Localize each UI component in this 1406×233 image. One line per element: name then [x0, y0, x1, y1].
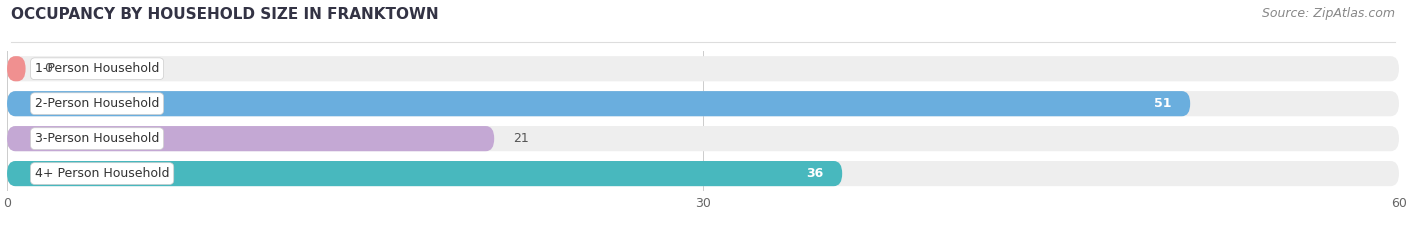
FancyBboxPatch shape: [7, 56, 25, 81]
FancyBboxPatch shape: [7, 56, 1399, 81]
Text: OCCUPANCY BY HOUSEHOLD SIZE IN FRANKTOWN: OCCUPANCY BY HOUSEHOLD SIZE IN FRANKTOWN: [11, 7, 439, 22]
FancyBboxPatch shape: [7, 91, 1399, 116]
FancyBboxPatch shape: [7, 126, 1399, 151]
Text: 0: 0: [44, 62, 52, 75]
FancyBboxPatch shape: [7, 91, 1191, 116]
FancyBboxPatch shape: [7, 161, 842, 186]
FancyBboxPatch shape: [7, 161, 1399, 186]
FancyBboxPatch shape: [7, 126, 495, 151]
Text: Source: ZipAtlas.com: Source: ZipAtlas.com: [1261, 7, 1395, 20]
Text: 4+ Person Household: 4+ Person Household: [35, 167, 169, 180]
Text: 36: 36: [807, 167, 824, 180]
Text: 21: 21: [513, 132, 529, 145]
Text: 2-Person Household: 2-Person Household: [35, 97, 159, 110]
Text: 51: 51: [1154, 97, 1171, 110]
Text: 1-Person Household: 1-Person Household: [35, 62, 159, 75]
Text: 3-Person Household: 3-Person Household: [35, 132, 159, 145]
